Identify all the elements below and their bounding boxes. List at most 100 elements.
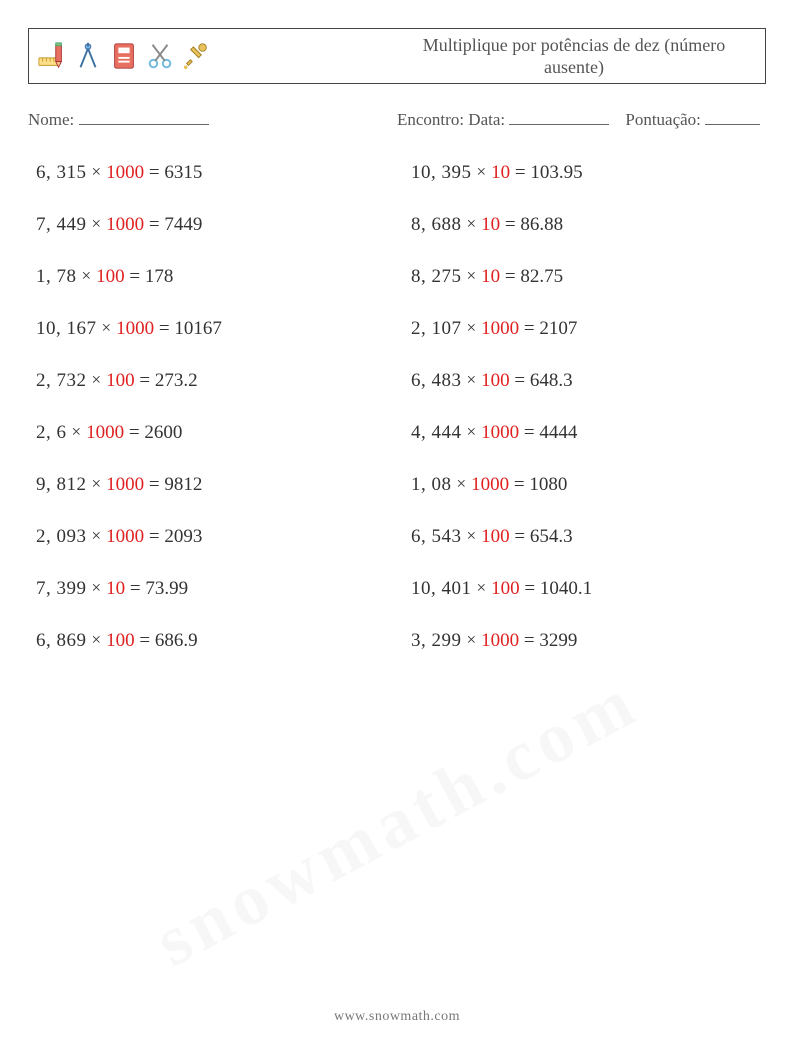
name-blank xyxy=(79,108,209,125)
equals: = xyxy=(510,370,530,391)
operand-a: 1, 78 xyxy=(36,266,77,287)
equals: = xyxy=(135,370,155,391)
times-symbol: × xyxy=(477,162,487,182)
times-symbol: × xyxy=(467,422,477,442)
result: 4444 xyxy=(539,422,577,443)
equals: = xyxy=(144,474,164,495)
times-symbol: × xyxy=(457,474,467,494)
score-label: Pontuação: xyxy=(625,110,701,129)
result: 1080 xyxy=(529,474,567,495)
times-symbol: × xyxy=(92,630,102,650)
multiplier: 100 xyxy=(106,370,135,391)
result: 73.99 xyxy=(145,578,188,599)
problem-left-7: 2, 093×1000 = 2093 xyxy=(36,526,383,548)
multiplier: 10 xyxy=(491,162,510,183)
result: 686.9 xyxy=(155,630,198,651)
result: 103.95 xyxy=(530,162,582,183)
multiplier: 1000 xyxy=(481,318,519,339)
multiplier: 10 xyxy=(106,578,125,599)
equals: = xyxy=(520,578,540,599)
result: 9812 xyxy=(164,474,202,495)
operand-a: 7, 399 xyxy=(36,578,87,599)
times-symbol: × xyxy=(72,422,82,442)
operand-a: 2, 107 xyxy=(411,318,462,339)
encounter-label: Encontro: Data: xyxy=(397,110,505,129)
equals: = xyxy=(500,214,520,235)
operand-a: 10, 167 xyxy=(36,318,97,339)
multiplier: 1000 xyxy=(116,318,154,339)
times-symbol: × xyxy=(467,266,477,286)
times-symbol: × xyxy=(92,474,102,494)
multiplier: 100 xyxy=(106,630,135,651)
problem-right-8: 10, 401×100 = 1040.1 xyxy=(411,578,758,600)
multiplier: 1000 xyxy=(481,630,519,651)
times-symbol: × xyxy=(92,578,102,598)
dropper-icon xyxy=(181,41,211,71)
equals: = xyxy=(509,474,529,495)
times-symbol: × xyxy=(92,526,102,546)
equals: = xyxy=(510,162,530,183)
operand-a: 8, 275 xyxy=(411,266,462,287)
result: 86.88 xyxy=(520,214,563,235)
multiplier: 1000 xyxy=(86,422,124,443)
times-symbol: × xyxy=(92,370,102,390)
result: 10167 xyxy=(174,318,222,339)
operand-a: 6, 315 xyxy=(36,162,87,183)
times-symbol: × xyxy=(92,214,102,234)
scissors-icon xyxy=(145,41,175,71)
multiplier: 100 xyxy=(481,526,510,547)
problem-left-0: 6, 315×1000 = 6315 xyxy=(36,162,383,184)
notebook-icon xyxy=(109,41,139,71)
meta-date: Encontro: Data: xyxy=(397,108,609,130)
problem-right-4: 6, 483×100 = 648.3 xyxy=(411,370,758,392)
operand-a: 3, 299 xyxy=(411,630,462,651)
result: 6315 xyxy=(164,162,202,183)
multiplier: 1000 xyxy=(106,474,144,495)
worksheet-page: Multiplique por potências de dez (número… xyxy=(0,0,794,1053)
equals: = xyxy=(510,526,530,547)
equals: = xyxy=(519,630,539,651)
multiplier: 1000 xyxy=(481,422,519,443)
equals: = xyxy=(144,526,164,547)
times-symbol: × xyxy=(467,370,477,390)
result: 273.2 xyxy=(155,370,198,391)
problems-grid: 6, 315×1000 = 631510, 395×10 = 103.957, … xyxy=(28,162,766,652)
problem-left-6: 9, 812×1000 = 9812 xyxy=(36,474,383,496)
operand-a: 10, 401 xyxy=(411,578,472,599)
problem-left-2: 1, 78×100 = 178 xyxy=(36,266,383,288)
equals: = xyxy=(144,214,164,235)
problem-left-3: 10, 167×1000 = 10167 xyxy=(36,318,383,340)
problem-right-2: 8, 275×10 = 82.75 xyxy=(411,266,758,288)
operand-a: 8, 688 xyxy=(411,214,462,235)
equals: = xyxy=(144,162,164,183)
result: 654.3 xyxy=(530,526,573,547)
times-symbol: × xyxy=(467,630,477,650)
name-label: Nome: xyxy=(28,110,74,129)
worksheet-title: Multiplique por potências de dez (número… xyxy=(395,29,765,83)
multiplier: 1000 xyxy=(106,526,144,547)
equals: = xyxy=(519,318,539,339)
result: 648.3 xyxy=(530,370,573,391)
date-blank xyxy=(509,108,609,125)
result: 1040.1 xyxy=(540,578,592,599)
problem-left-1: 7, 449×1000 = 7449 xyxy=(36,214,383,236)
multiplier: 10 xyxy=(481,266,500,287)
operand-a: 7, 449 xyxy=(36,214,87,235)
multiplier: 1000 xyxy=(471,474,509,495)
meta-score: Pontuação: xyxy=(625,108,760,130)
times-symbol: × xyxy=(477,578,487,598)
header-icons xyxy=(29,41,211,71)
operand-a: 9, 812 xyxy=(36,474,87,495)
result: 178 xyxy=(145,266,174,287)
problem-right-6: 1, 08×1000 = 1080 xyxy=(411,474,758,496)
meta-row: Nome: Encontro: Data: Pontuação: xyxy=(28,108,766,130)
result: 3299 xyxy=(539,630,577,651)
result: 7449 xyxy=(164,214,202,235)
equals: = xyxy=(154,318,174,339)
problem-left-4: 2, 732×100 = 273.2 xyxy=(36,370,383,392)
problem-right-1: 8, 688×10 = 86.88 xyxy=(411,214,758,236)
equals: = xyxy=(519,422,539,443)
multiplier: 100 xyxy=(481,370,510,391)
problem-right-3: 2, 107×1000 = 2107 xyxy=(411,318,758,340)
multiplier: 1000 xyxy=(106,162,144,183)
